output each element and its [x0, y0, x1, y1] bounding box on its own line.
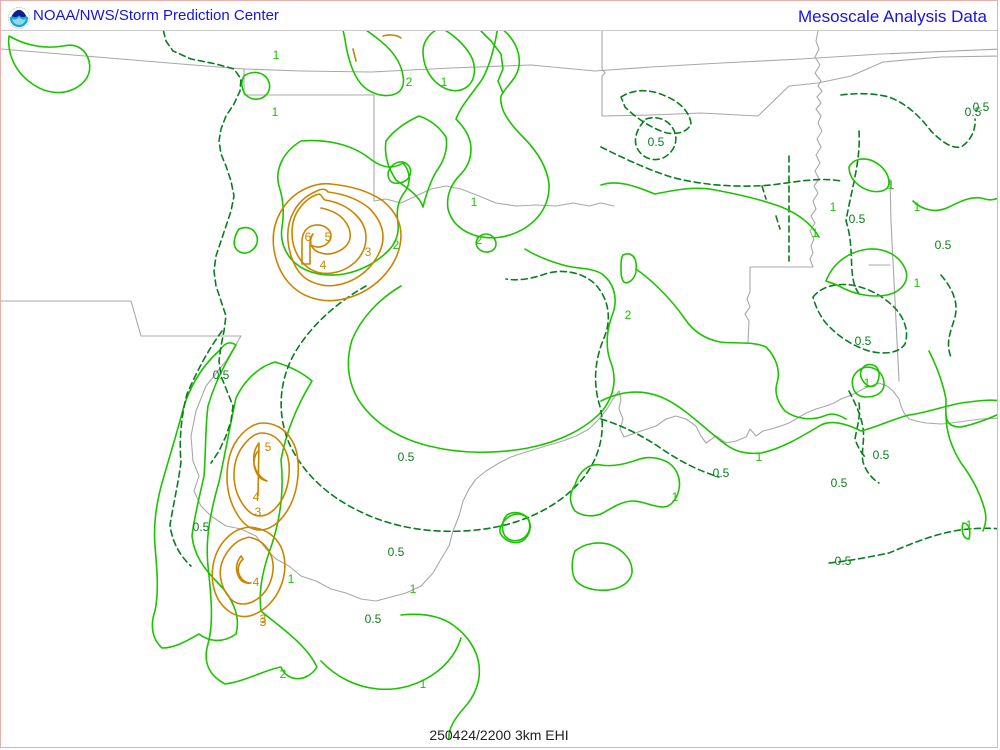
svg-text:1: 1 — [864, 376, 871, 390]
svg-text:0.5: 0.5 — [648, 135, 665, 149]
svg-text:1: 1 — [914, 200, 921, 214]
svg-text:1: 1 — [830, 200, 837, 214]
svg-text:0.5: 0.5 — [213, 368, 230, 382]
svg-text:2: 2 — [406, 75, 413, 89]
svg-text:1: 1 — [471, 195, 478, 209]
svg-text:0.5: 0.5 — [973, 100, 990, 114]
svg-text:2: 2 — [476, 233, 483, 247]
svg-text:0.5: 0.5 — [398, 450, 415, 464]
svg-text:1: 1 — [273, 48, 280, 62]
svg-text:4: 4 — [253, 490, 260, 504]
svg-text:1: 1 — [410, 582, 417, 596]
svg-text:1: 1 — [812, 226, 819, 240]
svg-text:0.5: 0.5 — [365, 612, 382, 626]
svg-text:2: 2 — [625, 308, 632, 322]
svg-text:1: 1 — [441, 75, 448, 89]
svg-text:1: 1 — [966, 518, 973, 532]
svg-text:3: 3 — [365, 245, 372, 259]
svg-text:0.5: 0.5 — [935, 238, 952, 252]
svg-text:1: 1 — [756, 450, 763, 464]
svg-text:1: 1 — [672, 490, 679, 504]
svg-text:0.5: 0.5 — [713, 466, 730, 480]
svg-text:1: 1 — [914, 276, 921, 290]
svg-text:4: 4 — [253, 575, 260, 589]
svg-text:0.5: 0.5 — [835, 554, 852, 568]
svg-text:0.5: 0.5 — [193, 520, 210, 534]
svg-text:5: 5 — [325, 230, 332, 244]
svg-text:1: 1 — [420, 677, 427, 691]
svg-text:3: 3 — [255, 505, 262, 519]
svg-text:2: 2 — [393, 238, 400, 252]
svg-text:0.5: 0.5 — [388, 545, 405, 559]
svg-text:0.5: 0.5 — [873, 448, 890, 462]
svg-text:2: 2 — [280, 667, 287, 681]
svg-text:0.5: 0.5 — [831, 476, 848, 490]
svg-text:6: 6 — [305, 230, 312, 244]
svg-text:5: 5 — [265, 440, 272, 454]
svg-text:1: 1 — [288, 572, 295, 586]
svg-text:1: 1 — [888, 178, 895, 192]
svg-text:4: 4 — [320, 258, 327, 272]
svg-text:0.5: 0.5 — [855, 334, 872, 348]
svg-text:1: 1 — [272, 105, 279, 119]
svg-text:3: 3 — [260, 612, 267, 626]
svg-text:0.5: 0.5 — [849, 212, 866, 226]
